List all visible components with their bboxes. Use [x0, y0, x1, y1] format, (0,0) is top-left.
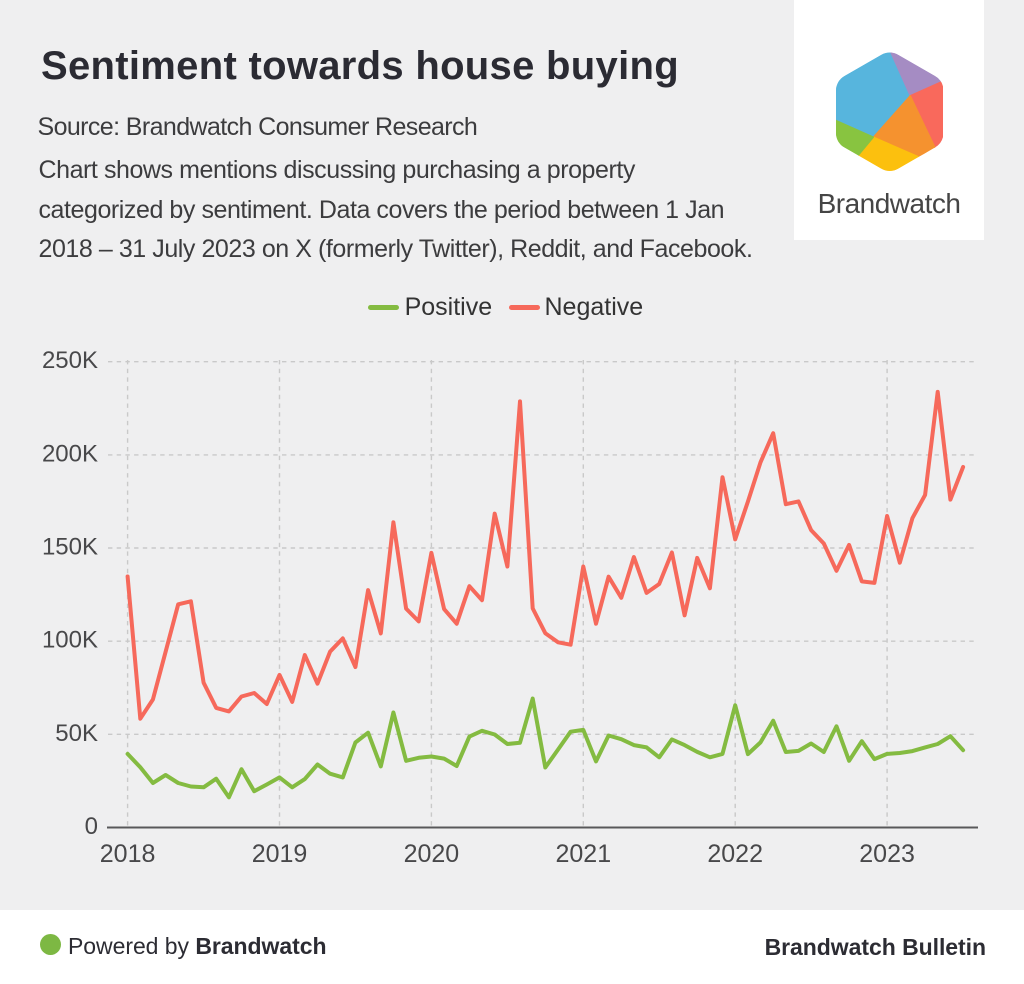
svg-text:150K: 150K: [42, 534, 98, 561]
svg-text:2018: 2018: [100, 840, 156, 868]
svg-text:2022: 2022: [707, 840, 763, 868]
svg-text:100K: 100K: [42, 627, 98, 654]
svg-text:0: 0: [85, 813, 98, 840]
svg-text:50K: 50K: [55, 720, 98, 747]
svg-text:250K: 250K: [42, 347, 98, 374]
svg-text:2019: 2019: [252, 840, 308, 868]
svg-text:2020: 2020: [404, 840, 460, 868]
svg-text:200K: 200K: [42, 440, 98, 467]
svg-text:2021: 2021: [555, 840, 611, 868]
svg-text:2023: 2023: [859, 840, 915, 868]
